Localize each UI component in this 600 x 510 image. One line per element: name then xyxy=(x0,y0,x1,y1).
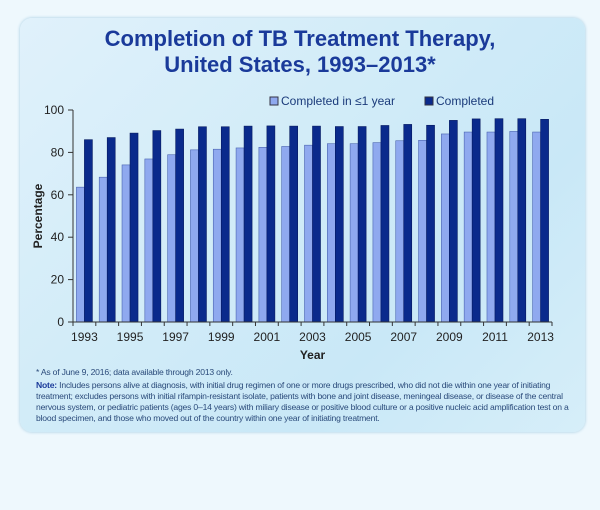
bar-completed-2010 xyxy=(471,118,481,323)
bar-completed-2004 xyxy=(335,126,344,323)
bar-completed-1996 xyxy=(152,130,162,323)
bar-completed-1yr-2000 xyxy=(235,147,245,323)
bar-completed-2011 xyxy=(494,118,504,323)
title-line-1: Completion of TB Treatment Therapy, xyxy=(104,26,496,51)
legend-swatch-1 xyxy=(424,96,434,106)
y-tick-label: 20 xyxy=(51,273,65,287)
bar-completed-2006 xyxy=(380,125,390,323)
bar-completed-1994 xyxy=(106,137,116,323)
chart-title: Completion of TB Treatment Therapy, Unit… xyxy=(0,26,600,78)
bar-completed-2000 xyxy=(243,125,253,323)
footnote: * As of June 9, 2016; data available thr… xyxy=(36,367,233,377)
y-tick-label: 100 xyxy=(44,103,64,117)
bar-completed-1997 xyxy=(175,128,184,323)
y-tick-label: 40 xyxy=(51,230,65,244)
bar-completed-2005 xyxy=(357,126,367,323)
y-tick-label: 60 xyxy=(51,188,65,202)
x-tick-label: 1995 xyxy=(117,330,144,344)
bar-completed-1yr-2011 xyxy=(486,131,496,323)
bar-completed-1yr-1997 xyxy=(167,154,176,323)
bar-completed-2001 xyxy=(266,125,276,323)
bar-completed-1yr-2004 xyxy=(327,143,336,323)
bar-chart: 0 20 40 60 80 100 1993 1995 1997 1999 2001 2003 2005… xyxy=(31,94,554,362)
x-tick-label: 2007 xyxy=(390,330,417,344)
x-tick-label: 2005 xyxy=(345,330,372,344)
legend-swatch-0 xyxy=(269,96,279,106)
bar-completed-2008 xyxy=(426,124,435,323)
bar-completed-1yr-2006 xyxy=(372,142,382,323)
bar-completed-1yr-2013 xyxy=(532,131,541,323)
y-axis-label: Percentage xyxy=(31,183,45,248)
note-text: Includes persons alive at diagnosis, wit… xyxy=(36,380,569,423)
y-tick-label: 80 xyxy=(51,145,65,159)
title-line-2: United States, 1993–2013* xyxy=(164,52,436,77)
legend-label-1: Completed xyxy=(436,94,494,108)
bar-completed-1yr-1994 xyxy=(98,176,108,323)
note: Note: Includes persons alive at diagnosi… xyxy=(36,380,586,424)
bar-completed-1993 xyxy=(84,139,93,323)
bar-completed-1yr-2002 xyxy=(281,146,290,323)
bar-completed-1998 xyxy=(198,126,207,323)
bar-completed-1yr-2001 xyxy=(258,147,268,323)
bar-completed-2007 xyxy=(403,124,413,323)
x-tick-label: 2011 xyxy=(482,330,508,344)
y-tick-label: 0 xyxy=(57,315,64,329)
x-tick-label: 1993 xyxy=(71,330,98,344)
x-axis-label: Year xyxy=(300,348,326,362)
bar-completed-1yr-2009 xyxy=(441,133,450,323)
bar-completed-1999 xyxy=(220,126,230,323)
bar-completed-2013 xyxy=(540,119,549,323)
bar-completed-1yr-1995 xyxy=(121,164,131,323)
bar-completed-1yr-2003 xyxy=(304,144,313,323)
bar-completed-1995 xyxy=(129,132,139,323)
bar-completed-2009 xyxy=(449,120,458,323)
bar-completed-1yr-1993 xyxy=(76,186,85,323)
bar-completed-1yr-1996 xyxy=(144,158,154,323)
bar-completed-1yr-2005 xyxy=(349,143,359,323)
x-tick-label: 2009 xyxy=(436,330,463,344)
x-tick-label: 1999 xyxy=(208,330,235,344)
x-tick-label: 2001 xyxy=(254,330,281,344)
x-tick-label: 2003 xyxy=(299,330,326,344)
legend-label-0: Completed in ≤1 year xyxy=(281,94,395,108)
bar-completed-1yr-1999 xyxy=(212,148,222,323)
note-label: Note: xyxy=(36,380,57,390)
bar-completed-2003 xyxy=(312,125,321,323)
bar-completed-1yr-2010 xyxy=(463,131,473,323)
bar-completed-1yr-1998 xyxy=(190,149,199,323)
bar-completed-2012 xyxy=(517,118,527,323)
bar-completed-1yr-2007 xyxy=(395,140,405,323)
x-tick-label: 2013 xyxy=(527,330,554,344)
bar-completed-1yr-2012 xyxy=(509,131,519,323)
bar-completed-2002 xyxy=(289,125,298,323)
x-tick-label: 1997 xyxy=(162,330,189,344)
bar-completed-1yr-2008 xyxy=(418,140,427,323)
